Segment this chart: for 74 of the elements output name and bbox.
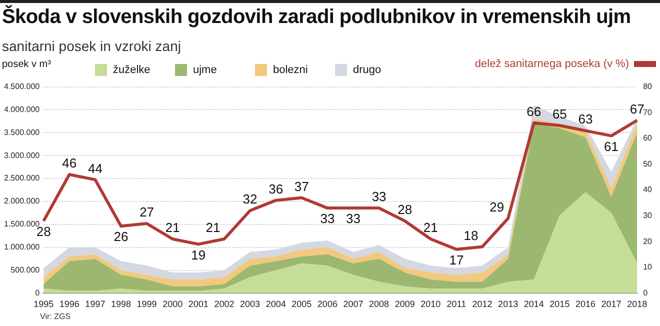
- y2-tick-label: 30: [643, 211, 653, 220]
- legend-label: žuželke: [113, 64, 150, 76]
- x-tick-label: 1998: [110, 299, 132, 310]
- y2-tick-label: 70: [643, 108, 653, 117]
- data-label: 28: [398, 202, 412, 218]
- x-tick-label: 2013: [498, 299, 518, 310]
- data-label: 26: [114, 229, 128, 244]
- x-tick-label: 1997: [85, 299, 106, 310]
- x-tick-label: 2017: [601, 299, 622, 310]
- legend-label: drugo: [353, 64, 382, 76]
- y2-tick-label: 10: [643, 262, 653, 272]
- x-tick-label: 1996: [59, 299, 80, 310]
- chart-subtitle: sanitarni posek in vzroki zanj: [2, 38, 181, 54]
- text: Vir: ZGS: [40, 312, 71, 321]
- y2-tick-label: 80: [643, 82, 653, 92]
- data-label: 65: [552, 106, 567, 122]
- x-tick-label: 2016: [575, 299, 596, 310]
- y-tick-label: 1.000.000: [4, 242, 40, 252]
- data-label: 21: [165, 220, 180, 236]
- y2-tick-label: 20: [643, 236, 653, 246]
- legend-label: ujme: [193, 64, 217, 76]
- y2-tick-label: 50: [643, 159, 653, 168]
- data-label: 36: [268, 181, 284, 196]
- y-tick-label: 3.000.000: [4, 150, 40, 160]
- data-label: 19: [191, 247, 206, 262]
- y-tick-label: 500.000: [10, 265, 40, 274]
- data-label: 33: [320, 211, 335, 226]
- data-label: 63: [578, 112, 593, 127]
- data-label: 18: [464, 228, 478, 243]
- x-tick-label: 2007: [343, 299, 364, 310]
- y-tick-label: 0: [35, 288, 40, 298]
- x-tick-label: 2012: [472, 299, 492, 310]
- x-tick-label: 1995: [34, 299, 54, 310]
- x-tick-label: 2000: [162, 299, 183, 310]
- data-label: 29: [490, 199, 504, 214]
- y-tick-label: 2.000.000: [4, 196, 40, 206]
- x-tick-label: 2015: [550, 299, 570, 310]
- y2-tick-label: 40: [643, 185, 653, 194]
- chart-title: Škoda v slovenskih gozdovih zaradi podlubnikov in vremenskih ujm: [2, 6, 631, 29]
- y2-tick-label: 60: [643, 134, 653, 143]
- data-label: 21: [423, 220, 438, 236]
- x-tick-label: 2006: [317, 299, 338, 310]
- data-label: 46: [62, 156, 77, 171]
- y-axis-title: posek v m³: [2, 59, 51, 70]
- x-tick-label: 2001: [188, 299, 208, 310]
- data-label: 17: [449, 252, 464, 268]
- data-label: 27: [140, 204, 154, 220]
- data-label: 21: [206, 220, 220, 236]
- text: delež sanitarnega poseka (v %): [474, 58, 629, 70]
- data-label: 33: [372, 189, 386, 204]
- y-tick-label: 2.500.000: [4, 174, 40, 183]
- data-label: 67: [630, 101, 644, 116]
- data-label: 37: [294, 178, 309, 194]
- legend-label: bolezni: [273, 64, 308, 76]
- x-tick-label: 2004: [266, 299, 286, 310]
- x-tick-label: 2009: [394, 299, 415, 310]
- x-tick-label: 2011: [446, 299, 466, 310]
- y-tick-label: 3.500.000: [4, 128, 40, 137]
- data-label: 61: [604, 138, 619, 154]
- y2-tick-label: 0: [643, 288, 648, 298]
- y-tick-label: 4.500.000: [4, 82, 40, 92]
- x-tick-label: 2008: [369, 299, 390, 310]
- x-tick-label: 2005: [292, 299, 312, 310]
- x-tick-label: 2014: [524, 299, 544, 310]
- y-tick-label: 4.000.000: [4, 104, 40, 114]
- data-label: 32: [242, 192, 258, 207]
- x-tick-label: 1999: [136, 299, 157, 310]
- data-label: 33: [346, 211, 360, 226]
- data-label: 44: [88, 160, 102, 176]
- data-label: 66: [526, 104, 542, 119]
- x-tick-label: 2003: [240, 299, 260, 310]
- x-tick-label: 2010: [420, 299, 441, 310]
- x-tick-label: 2002: [214, 299, 234, 310]
- x-tick-label: 2018: [627, 299, 648, 310]
